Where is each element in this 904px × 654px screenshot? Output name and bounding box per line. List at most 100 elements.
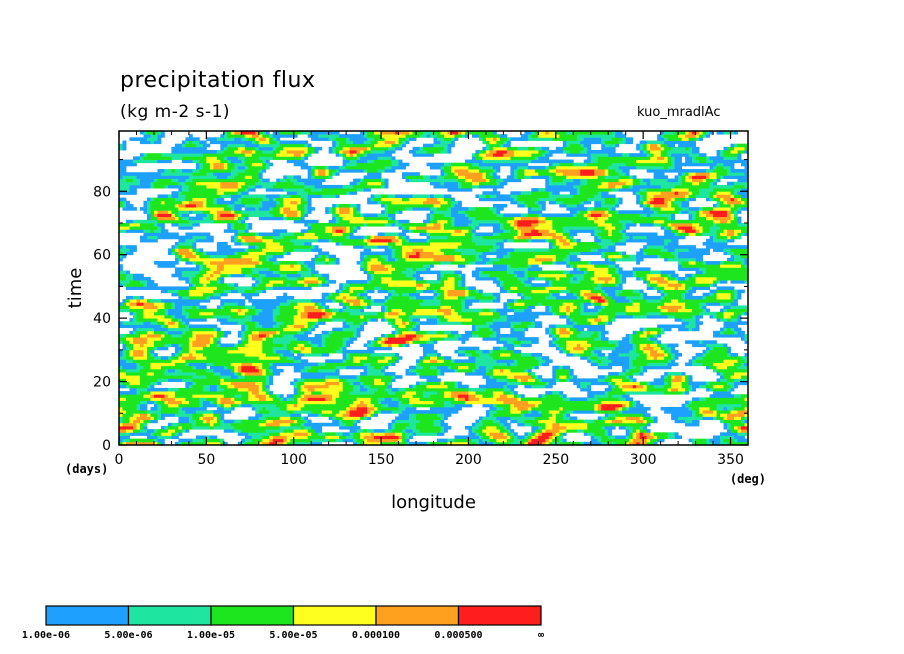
field-cell bbox=[237, 425, 242, 430]
field-cell bbox=[290, 381, 295, 386]
field-cell bbox=[119, 425, 123, 430]
field-cell bbox=[332, 378, 337, 382]
field-cell bbox=[741, 438, 745, 443]
field-cell bbox=[332, 365, 337, 370]
field-cell bbox=[706, 410, 710, 414]
field-cell bbox=[384, 406, 389, 411]
field-cell bbox=[132, 353, 137, 357]
field-cell bbox=[136, 403, 141, 408]
field-cell bbox=[716, 365, 721, 370]
field-cell bbox=[531, 400, 536, 405]
field-cell bbox=[601, 410, 606, 414]
field-cell bbox=[485, 403, 490, 408]
field-cell bbox=[667, 343, 672, 348]
field-cell bbox=[136, 381, 141, 386]
field-cell bbox=[688, 359, 693, 363]
field-cell bbox=[471, 438, 476, 443]
field-cell bbox=[639, 441, 644, 446]
field-cell bbox=[737, 413, 742, 417]
field-cell bbox=[583, 403, 588, 408]
field-cell bbox=[307, 435, 312, 440]
field-cell bbox=[489, 372, 494, 376]
field-cell bbox=[395, 435, 399, 440]
field-cell bbox=[471, 333, 476, 338]
field-cell bbox=[171, 330, 176, 335]
field-cell bbox=[265, 372, 270, 376]
field-cell bbox=[216, 384, 221, 389]
field-cell bbox=[132, 365, 137, 370]
field-cell bbox=[237, 346, 242, 351]
field-cell bbox=[496, 429, 501, 433]
field-cell bbox=[440, 365, 445, 370]
field-cell bbox=[339, 425, 344, 430]
field-cell bbox=[199, 394, 204, 398]
field-cell bbox=[594, 340, 599, 344]
field-cell bbox=[611, 346, 616, 351]
field-cell bbox=[265, 346, 270, 351]
field-cell bbox=[608, 381, 613, 386]
field-cell bbox=[237, 343, 242, 348]
field-cell bbox=[667, 365, 672, 370]
field-cell bbox=[353, 359, 358, 363]
field-cell bbox=[692, 343, 696, 348]
field-cell bbox=[360, 375, 365, 379]
field-cell bbox=[597, 397, 602, 401]
field-cell bbox=[419, 419, 424, 424]
field-cell bbox=[353, 394, 358, 398]
field-cell bbox=[653, 362, 658, 367]
field-cell bbox=[139, 432, 144, 436]
field-cell bbox=[590, 340, 595, 344]
field-cell bbox=[290, 416, 295, 421]
field-cell bbox=[258, 349, 263, 354]
field-cell bbox=[671, 349, 676, 354]
field-cell bbox=[426, 410, 431, 414]
field-cell bbox=[426, 378, 431, 382]
field-cell bbox=[363, 381, 368, 386]
field-cell bbox=[398, 403, 403, 408]
field-cell bbox=[311, 413, 316, 417]
field-cell bbox=[265, 429, 270, 433]
field-cell bbox=[188, 413, 193, 417]
field-cell bbox=[255, 413, 260, 417]
field-cell bbox=[426, 381, 431, 386]
field-cell bbox=[346, 359, 351, 363]
field-cell bbox=[220, 378, 225, 382]
field-cell bbox=[286, 353, 291, 357]
field-cell bbox=[587, 400, 592, 405]
field-cell bbox=[339, 394, 344, 398]
field-cell bbox=[625, 372, 630, 376]
field-cell bbox=[216, 340, 221, 344]
field-cell bbox=[436, 422, 441, 427]
field-cell bbox=[499, 340, 504, 344]
field-cell bbox=[524, 359, 529, 363]
field-cell bbox=[185, 346, 190, 351]
field-cell bbox=[622, 375, 627, 379]
field-cell bbox=[171, 359, 176, 363]
field-cell bbox=[230, 429, 235, 433]
field-cell bbox=[650, 416, 655, 421]
field-cell bbox=[506, 406, 511, 411]
field-cell bbox=[339, 432, 344, 436]
field-cell bbox=[150, 353, 155, 357]
field-cell bbox=[737, 410, 742, 414]
field-cell bbox=[174, 346, 179, 351]
field-cell bbox=[346, 378, 351, 382]
field-cell bbox=[485, 441, 490, 446]
field-cell bbox=[136, 410, 141, 414]
field-cell bbox=[492, 372, 497, 376]
field-cell bbox=[632, 349, 637, 354]
field-cell bbox=[241, 353, 246, 357]
field-cell bbox=[241, 394, 246, 398]
field-cell bbox=[499, 368, 504, 373]
field-cell bbox=[153, 362, 158, 367]
field-cell bbox=[629, 378, 634, 382]
field-cell bbox=[195, 356, 200, 360]
field-cell bbox=[132, 432, 137, 436]
field-cell bbox=[587, 387, 592, 392]
field-cell bbox=[622, 359, 627, 363]
field-cell bbox=[223, 356, 228, 360]
field-cell bbox=[174, 359, 179, 363]
field-cell bbox=[227, 384, 232, 389]
field-cell bbox=[265, 391, 270, 395]
field-cell bbox=[402, 343, 406, 348]
